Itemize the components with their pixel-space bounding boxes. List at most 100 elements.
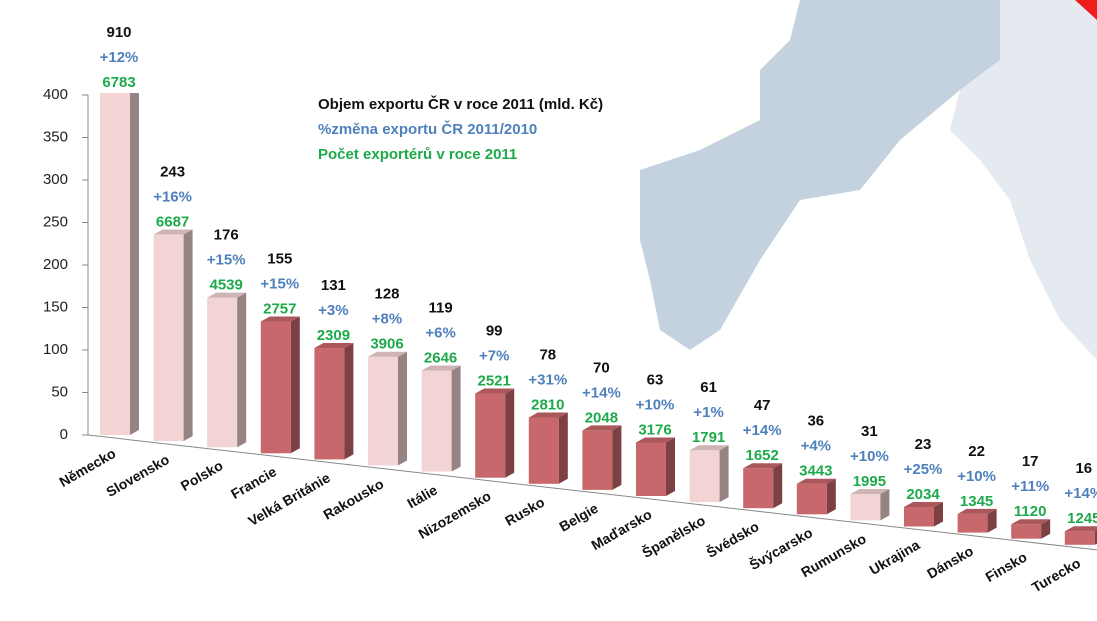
data-label: 1791	[692, 429, 725, 446]
data-label: 128	[374, 286, 399, 303]
bar	[743, 468, 774, 509]
bar-top	[689, 445, 729, 451]
data-label: 2309	[317, 327, 350, 344]
x-tick-label: Belgie	[556, 500, 601, 535]
bar	[260, 321, 291, 454]
data-label: 47	[754, 397, 771, 414]
x-tick-label: Švédsko	[703, 517, 761, 561]
bar	[528, 417, 559, 484]
data-label: 243	[160, 164, 185, 181]
data-label: 61	[700, 379, 717, 396]
data-label: +3%	[318, 302, 348, 319]
y-tick-label: 250	[43, 213, 68, 230]
x-tick-label: Ukrajina	[867, 536, 923, 578]
data-label: +7%	[479, 348, 509, 365]
bar	[796, 483, 827, 515]
bar-side	[451, 365, 461, 472]
bar-top	[314, 343, 354, 349]
bar	[475, 393, 506, 478]
y-tick-label: 300	[43, 171, 68, 188]
bar-side	[666, 437, 675, 496]
data-label: 1120	[1014, 503, 1047, 520]
bar-side	[290, 316, 300, 454]
x-tick-label: Finsko	[982, 549, 1029, 585]
data-label: +25%	[904, 461, 943, 478]
data-label: 31	[861, 423, 878, 440]
bar-top	[582, 425, 622, 431]
bar	[582, 430, 613, 490]
data-label: 2034	[906, 486, 940, 503]
data-label: +11%	[1011, 478, 1049, 495]
bar-side	[773, 463, 783, 509]
data-label: +8%	[372, 311, 402, 328]
y-tick-label: 350	[43, 128, 68, 145]
data-label: +10%	[850, 448, 889, 465]
data-label: 78	[539, 346, 556, 363]
bar-side	[987, 508, 997, 533]
x-axis	[87, 434, 1097, 551]
bar-top	[957, 508, 997, 514]
data-label: 131	[321, 277, 346, 294]
legend-label: %změna exportu ČR 2011/2010	[318, 120, 537, 138]
data-label: 2646	[424, 349, 457, 366]
x-tick-label: Francie	[228, 463, 279, 502]
data-label: 2757	[263, 301, 296, 318]
y-tick-label: 100	[43, 341, 68, 358]
data-label: 3443	[799, 463, 832, 480]
x-tick-label: Itálie	[404, 481, 440, 511]
bar-side	[237, 292, 247, 448]
bar	[904, 506, 934, 527]
data-label: 1345	[960, 493, 993, 510]
bar-side	[558, 412, 568, 484]
data-label: +15%	[260, 276, 299, 293]
bar-top	[796, 478, 836, 484]
bar	[1064, 531, 1095, 545]
data-label: 1995	[853, 473, 886, 490]
bar-top	[153, 229, 193, 235]
bar-side	[344, 343, 354, 460]
data-label: 176	[214, 227, 239, 244]
x-tick-label: Polsko	[178, 457, 226, 494]
bar	[689, 450, 720, 503]
data-label: 63	[647, 371, 664, 388]
map-background	[640, 0, 1097, 360]
data-label: 155	[267, 251, 292, 268]
data-label: 3906	[370, 336, 403, 353]
data-label: +12%	[100, 49, 139, 66]
bar	[314, 348, 345, 460]
data-label: +31%	[528, 371, 567, 388]
data-label: 119	[428, 299, 452, 316]
bar-top	[475, 388, 515, 394]
bar	[850, 494, 881, 521]
data-label: 1245	[1067, 510, 1097, 527]
bar-top	[421, 365, 461, 371]
bar-side	[183, 229, 193, 442]
data-label: +14%	[1064, 485, 1097, 502]
bar	[153, 234, 184, 442]
bar-top	[368, 351, 407, 357]
bar-top	[1064, 526, 1097, 532]
data-label: 22	[968, 443, 985, 460]
x-tick-label: Rusko	[502, 494, 547, 529]
bar-top	[743, 463, 783, 469]
data-label: 4539	[210, 277, 243, 294]
data-label: 3176	[638, 421, 671, 438]
bar-side	[398, 351, 407, 466]
data-label: +1%	[693, 404, 723, 421]
bar-top	[207, 292, 247, 298]
data-label: +15%	[207, 252, 246, 269]
data-label: 70	[593, 359, 610, 376]
bar-side	[880, 489, 890, 521]
bar	[1011, 524, 1042, 539]
data-label: +14%	[582, 384, 621, 401]
data-label: 99	[486, 323, 503, 340]
data-label: 6687	[156, 214, 189, 231]
y-tick-label: 50	[51, 383, 68, 400]
bar	[207, 297, 238, 448]
bar-side	[826, 478, 836, 515]
bar-top	[528, 412, 568, 418]
data-label: 6783	[102, 74, 135, 91]
data-label: 1652	[746, 447, 779, 464]
data-label: 2810	[531, 396, 564, 413]
